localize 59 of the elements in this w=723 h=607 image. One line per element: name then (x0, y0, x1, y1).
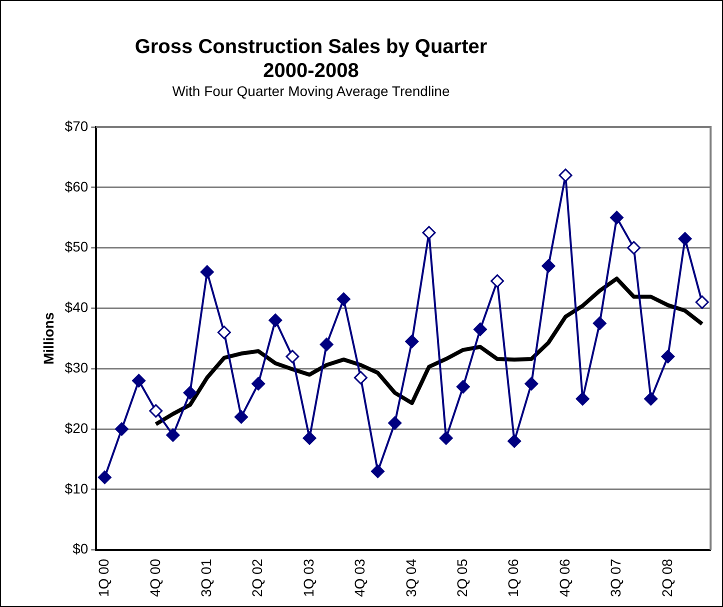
point (183, 386, 197, 400)
y-tick-label: $70 (64, 118, 88, 134)
point (592, 316, 606, 330)
point (234, 410, 248, 424)
point (508, 434, 522, 448)
x-tick-label: 3Q 04 (402, 558, 419, 598)
chart-subtitle: With Four Quarter Moving Average Trendline (171, 83, 451, 99)
x-tick-label: 1Q 03 (300, 558, 316, 598)
point (132, 374, 146, 388)
point (320, 338, 334, 352)
x-tick-label: 4Q 03 (352, 558, 368, 598)
x-tick-label: 2Q 02 (249, 558, 266, 598)
point (542, 259, 556, 273)
point (678, 232, 692, 246)
point (524, 376, 538, 390)
point (439, 431, 453, 445)
point (371, 464, 385, 478)
y-axis-title: Millions (40, 312, 56, 364)
x-tick-label: 1Q 06 (505, 558, 522, 598)
point (268, 314, 282, 328)
y-tick-label: $30 (64, 359, 88, 376)
point (252, 376, 266, 390)
point (576, 392, 590, 406)
point (98, 470, 112, 484)
point (456, 380, 470, 394)
point (166, 428, 180, 442)
point (302, 431, 316, 445)
x-tick-label: 4Q 00 (146, 558, 163, 598)
point (422, 226, 436, 240)
y-tick-label: $20 (64, 420, 88, 436)
point (627, 241, 641, 255)
point (558, 168, 572, 182)
point (661, 350, 675, 364)
y-tick-label: $0 (72, 540, 88, 557)
point (610, 210, 624, 224)
x-tick-label: 4Q 06 (556, 558, 572, 598)
y-tick-label: $60 (64, 178, 88, 194)
point (115, 422, 129, 436)
point (286, 350, 300, 364)
point (354, 370, 368, 384)
point (644, 392, 658, 406)
x-tick-label: 1Q 00 (96, 558, 112, 598)
point (405, 334, 419, 348)
x-tick-label: 3Q 07 (608, 558, 624, 598)
point (490, 274, 504, 288)
y-tick-label: $10 (64, 480, 88, 496)
x-tick-label: 2Q 08 (658, 558, 675, 598)
point (200, 265, 214, 279)
chart-title: Gross Construction Sales by Quarter 2000-2008 (134, 35, 488, 83)
x-tick-label: 3Q 01 (198, 558, 214, 598)
y-tick-label: $50 (64, 238, 88, 255)
point (473, 322, 487, 336)
point (388, 416, 402, 430)
y-tick-label: $40 (64, 299, 88, 316)
point (695, 295, 709, 309)
point (217, 326, 231, 340)
x-tick-label: 2Q 05 (454, 558, 470, 598)
point (336, 292, 350, 306)
point (149, 404, 163, 418)
